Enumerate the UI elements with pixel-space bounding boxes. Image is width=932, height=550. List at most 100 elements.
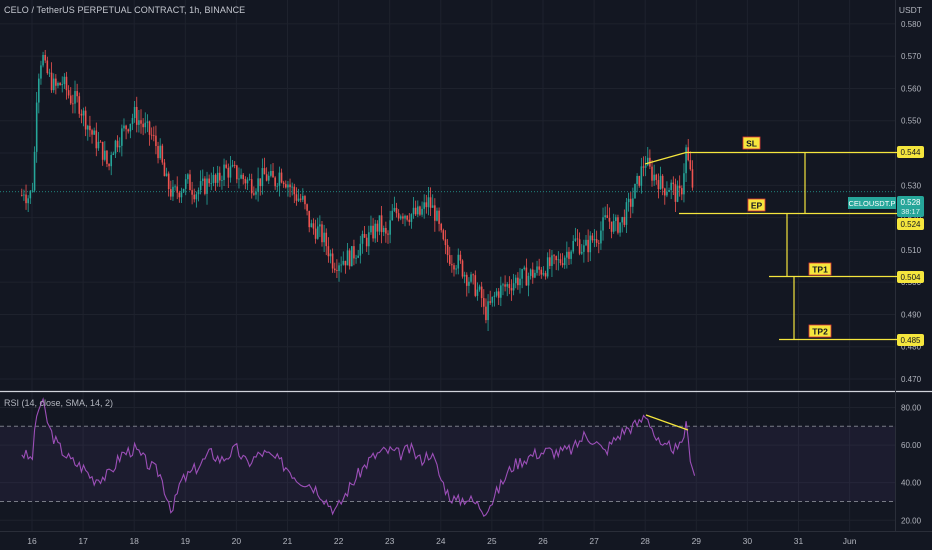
candle-body [150,134,153,136]
rsi-tick-label: 60.00 [901,441,922,450]
candle-body [208,178,210,184]
candle-body [597,242,600,244]
candle-body [240,174,242,179]
sl-trendline[interactable] [644,151,687,165]
svg-text:0.544: 0.544 [900,148,921,157]
candle-body [612,220,615,232]
candle-body [512,283,515,291]
candle-body [638,175,641,186]
candle-body [201,178,204,182]
candle-body [344,260,347,266]
candle-body [67,90,70,96]
candle-body [302,196,304,200]
candle-body [93,130,95,135]
candle-body [101,141,104,160]
candle-body [468,281,470,286]
candle-body [346,250,349,266]
candle-body [72,103,74,105]
time-tick-label: 21 [283,536,293,546]
candle-body [250,179,253,194]
candle-body [610,221,613,232]
candle-body [308,210,311,228]
candle-body [231,164,234,167]
candle-body [361,234,364,244]
candle-body [421,208,423,215]
candle-body [353,246,355,259]
candle-body [55,78,57,86]
ep-label-text: EP [751,201,763,211]
candle-body [355,257,357,259]
price-tick-label: 0.490 [901,310,922,319]
candle-body [236,165,238,180]
time-tick-label: 28 [640,536,650,546]
candle-body [455,268,457,270]
candle-body [574,238,577,241]
candle-body [387,233,389,235]
rsi-axis[interactable]: 80.00 60.00 40.00 20.00 [901,403,922,525]
candle-body [402,216,404,219]
rsi-indicator-label[interactable]: RSI (14, close, SMA, 14, 2) [4,398,114,408]
sl-label[interactable]: SL [742,136,761,150]
candle-body [127,129,130,132]
candle-body [529,269,532,276]
candle-body [600,230,602,244]
tp1-label[interactable]: TP1 [808,262,832,276]
candle-body [604,215,606,218]
candle-body [642,166,645,168]
candle-body [527,275,530,286]
time-axis[interactable]: 16 17 18 19 20 21 22 23 24 25 26 27 28 29 30 31 Jun [27,536,856,546]
candle-body [306,204,308,211]
candle-body [448,255,451,265]
candle-body [480,286,483,299]
svg-text:38:17: 38:17 [901,207,920,216]
candle-body [636,175,638,184]
candle-body [182,188,185,193]
candle-body [287,184,289,188]
candle-body [257,178,259,192]
candle-body [187,174,189,180]
time-tick-label: 31 [794,536,804,546]
candle-body [689,160,692,170]
candle-body [272,170,274,178]
candle-body [259,178,262,187]
time-tick-label: 26 [538,536,548,546]
candle-body [295,194,298,201]
candle-body [549,257,551,266]
candle-body [276,185,279,187]
candle-body [495,291,498,296]
price-tick-label: 0.480 [901,343,922,352]
candle-body [165,173,168,177]
rsi-divergence-line[interactable] [645,414,689,431]
candle-body [270,170,272,176]
candle-body [646,157,649,166]
candle-body [644,165,647,168]
candle-body [393,207,396,211]
tp1-label-text: TP1 [812,265,828,275]
candle-body [459,254,462,261]
ep-label[interactable]: EP [747,198,766,212]
candle-body [161,145,164,163]
candle-body [578,239,581,254]
candle-body [493,295,496,297]
candle-body [440,223,443,231]
candle-body [438,210,440,224]
rsi-line [21,397,696,518]
sl-price-tag: 0.544 [897,146,924,158]
candle-body [242,174,245,180]
rsi-band-fill [0,426,895,502]
candle-body [336,270,338,271]
time-tick-label: 20 [232,536,242,546]
candle-body [221,180,223,181]
time-tick-label: 17 [78,536,88,546]
candle-body [95,130,98,149]
tp2-label[interactable]: TP2 [808,324,832,338]
candle-body [291,186,293,188]
candle-body [412,207,415,215]
candle-body [216,172,219,183]
candle-body [370,225,372,233]
trade-annotations[interactable]: SL EP TP1 TP2 [644,136,897,431]
candle-body [278,172,281,186]
candle-body [204,178,206,194]
candle-body [542,273,545,275]
